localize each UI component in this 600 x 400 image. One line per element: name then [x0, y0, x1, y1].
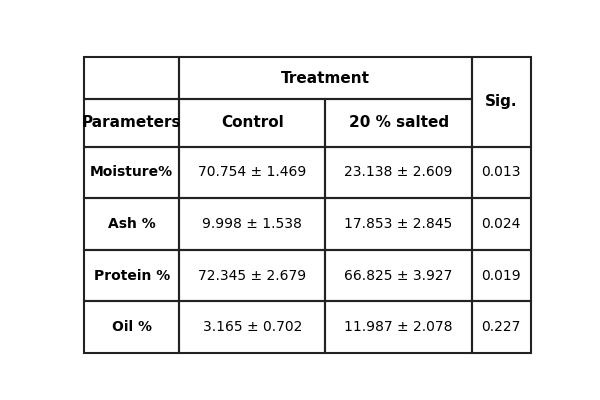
- Bar: [325, 146, 472, 198]
- Text: 0.013: 0.013: [481, 165, 521, 179]
- Text: Oil %: Oil %: [112, 320, 152, 334]
- Bar: [472, 146, 531, 198]
- Bar: [325, 198, 472, 250]
- Bar: [325, 99, 472, 146]
- Bar: [179, 198, 325, 250]
- Bar: [84, 301, 179, 353]
- Text: Control: Control: [221, 115, 284, 130]
- Bar: [84, 250, 179, 301]
- Text: 23.138 ± 2.609: 23.138 ± 2.609: [344, 165, 453, 179]
- Bar: [84, 57, 179, 99]
- Bar: [84, 146, 179, 198]
- Text: 0.024: 0.024: [482, 217, 521, 231]
- Bar: [472, 250, 531, 301]
- Text: 72.345 ± 2.679: 72.345 ± 2.679: [198, 268, 307, 282]
- Bar: [179, 57, 472, 99]
- Bar: [84, 198, 179, 250]
- Text: Ash %: Ash %: [108, 217, 155, 231]
- Text: 11.987 ± 2.078: 11.987 ± 2.078: [344, 320, 453, 334]
- Bar: [472, 301, 531, 353]
- Bar: [179, 250, 325, 301]
- Text: 70.754 ± 1.469: 70.754 ± 1.469: [198, 165, 307, 179]
- Text: Moisture%: Moisture%: [90, 165, 173, 179]
- Text: 0.227: 0.227: [482, 320, 521, 334]
- Bar: [179, 99, 325, 146]
- Bar: [179, 301, 325, 353]
- Text: 66.825 ± 3.927: 66.825 ± 3.927: [344, 268, 453, 282]
- Text: 9.998 ± 1.538: 9.998 ± 1.538: [202, 217, 302, 231]
- Bar: [325, 301, 472, 353]
- Text: Treatment: Treatment: [281, 70, 370, 86]
- Text: 20 % salted: 20 % salted: [349, 115, 449, 130]
- Text: Protein %: Protein %: [94, 268, 170, 282]
- Text: Sig.: Sig.: [485, 94, 517, 110]
- Text: 0.019: 0.019: [481, 268, 521, 282]
- Text: 17.853 ± 2.845: 17.853 ± 2.845: [344, 217, 453, 231]
- Text: Parameters: Parameters: [82, 115, 182, 130]
- Bar: [325, 250, 472, 301]
- Bar: [84, 99, 179, 146]
- Bar: [179, 146, 325, 198]
- Bar: [472, 57, 531, 146]
- Bar: [472, 198, 531, 250]
- Text: 3.165 ± 0.702: 3.165 ± 0.702: [203, 320, 302, 334]
